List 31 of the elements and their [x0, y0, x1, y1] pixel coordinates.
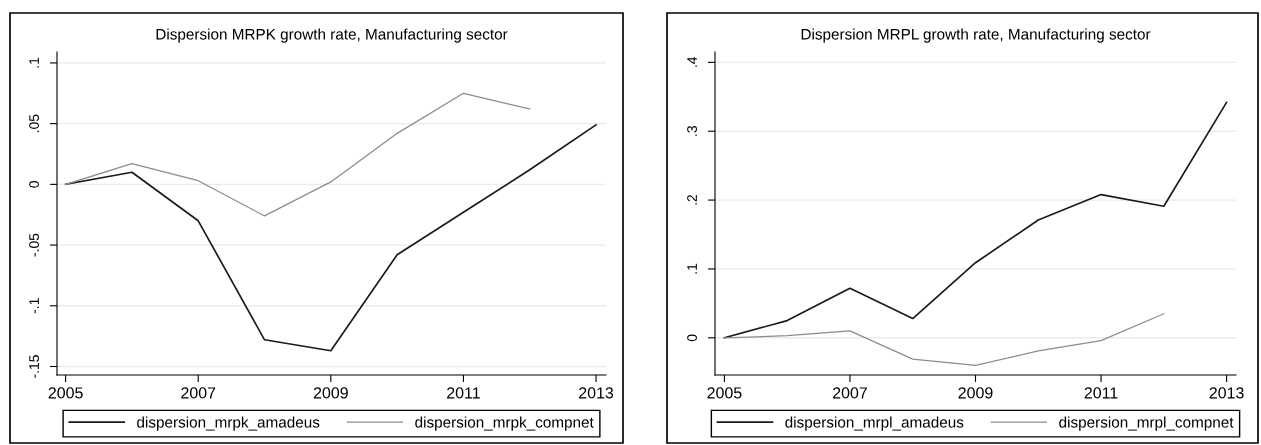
x-tick-label: 2005	[707, 387, 742, 399]
y-tick-label: -.05	[29, 233, 39, 257]
y-tick-label: .05	[29, 114, 39, 133]
line-series	[64, 124, 597, 352]
x-tick-label: 2011	[1084, 387, 1118, 399]
y-tick-label: 0	[687, 334, 697, 342]
legend-label: dispersion_mrpk_amadeus	[137, 416, 320, 431]
y-tick-label: .2	[687, 194, 697, 205]
line-series	[64, 92, 531, 217]
x-tick-label: 2009	[958, 387, 993, 399]
chart-title: Dispersion MRPK growth rate, Manufacturing sector	[156, 28, 508, 43]
y-tick-label: -.15	[29, 355, 39, 378]
y-tick-label: .1	[687, 263, 697, 274]
x-tick-label: 2013	[579, 387, 614, 399]
y-tick-label: .3	[687, 126, 697, 136]
legend-label: dispersion_mrpl_amadeus	[785, 416, 964, 431]
x-tick-label: 2011	[447, 387, 480, 399]
legend-label: dispersion_mrpl_compnet	[1059, 416, 1234, 431]
x-tick-label: 2009	[313, 387, 348, 399]
y-tick-label: .1	[29, 57, 39, 68]
line-series	[723, 101, 1228, 339]
x-tick-label: 2013	[1209, 387, 1244, 399]
y-tick-label: 0	[29, 181, 39, 188]
chart-title: Dispersion MRPL growth rate, Manufacturing sector	[801, 28, 1151, 43]
legend-label: dispersion_mrpk_compnet	[415, 416, 594, 431]
x-tick-label: 2007	[181, 387, 216, 399]
x-tick-label: 2005	[48, 387, 83, 399]
y-tick-label: -.1	[29, 298, 39, 314]
y-tick-label: .4	[687, 56, 697, 67]
x-tick-label: 2007	[833, 387, 867, 399]
line-series	[723, 313, 1165, 366]
